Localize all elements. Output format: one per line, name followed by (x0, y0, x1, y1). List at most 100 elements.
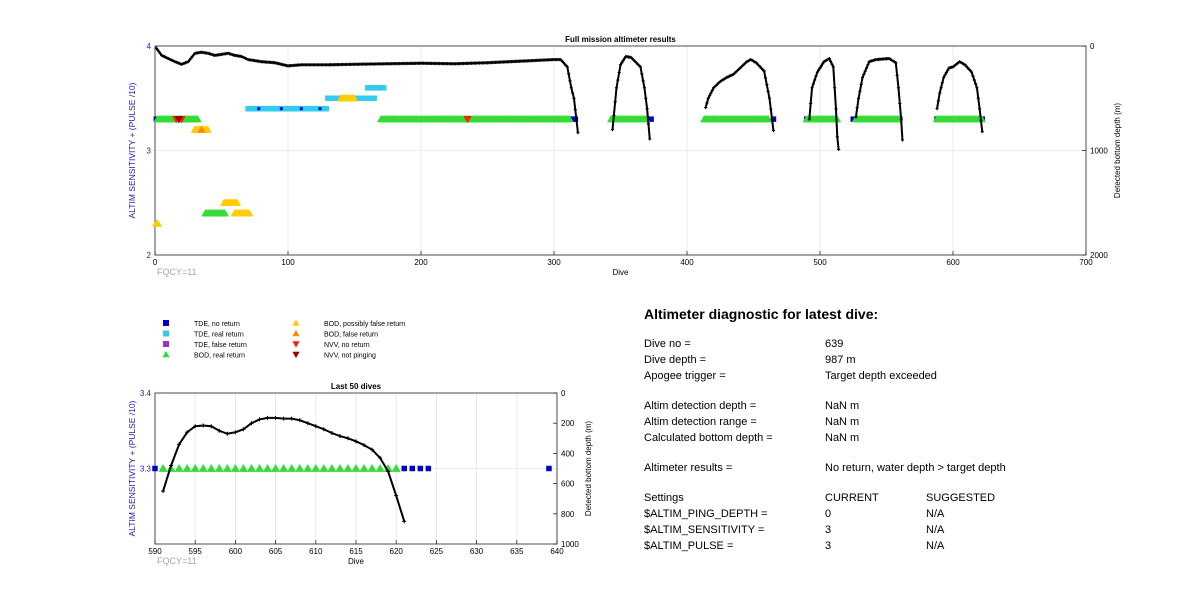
altim-marker (327, 464, 337, 472)
bottom-depth-point (807, 117, 811, 121)
bottom-depth-point (767, 96, 772, 100)
bottom-depth-point (898, 101, 902, 106)
x-axis-label: Dive (348, 557, 365, 566)
altim-marker (203, 125, 212, 133)
setting-name: $ALTIM_PULSE = (644, 540, 734, 552)
setting-current: 3 (825, 540, 832, 552)
bottom-depth-point (193, 424, 198, 429)
x-tick-label: 610 (309, 547, 323, 556)
dive-no-value: 639 (825, 338, 844, 350)
bottom-depth-point (305, 421, 310, 426)
altim-marker (546, 465, 552, 472)
bottom-depth-point (157, 50, 161, 54)
altim-marker (190, 464, 200, 472)
legend-label: NVV, not pinging (324, 353, 376, 360)
detection-depth-value: NaN m (825, 400, 860, 412)
bottom-depth-point (638, 65, 643, 69)
x-tick-label: 595 (189, 547, 203, 556)
bottom-depth-point (644, 96, 648, 100)
bottom-depth-point (859, 82, 863, 86)
altim-marker (371, 95, 377, 101)
x-tick-label: 630 (470, 547, 484, 556)
y2-tick-label: 1000 (561, 540, 579, 549)
bottom-depth-point (944, 71, 948, 75)
detection-range-label: Altim detection range = (644, 416, 757, 428)
bottom-depth-point (642, 86, 647, 90)
bottom-depth-point (862, 72, 866, 76)
altim-marker (425, 465, 432, 472)
x-tick-label: 625 (430, 547, 444, 556)
bottom-depth-line (704, 58, 775, 131)
bottom-depth-point (710, 88, 714, 93)
bottom-depth-point (810, 86, 814, 90)
dive-depth-value: 987 m (825, 354, 856, 366)
chart-title: Full mission altimeter results (565, 35, 676, 44)
bottom-depth-point (833, 86, 837, 90)
bottom-depth-point (895, 73, 899, 77)
altim-marker (295, 464, 305, 472)
bottom-depth-point (378, 455, 383, 460)
bottom-depth-point (978, 107, 982, 111)
y2-tick-label: 0 (561, 389, 566, 398)
bottom-depth-point (612, 114, 616, 118)
bottom-depth-point (575, 119, 579, 123)
bottom-depth-point (616, 78, 620, 82)
bottom-depth-point (860, 75, 865, 79)
bottom-depth-point (402, 519, 407, 524)
altim-marker (401, 465, 407, 472)
legend-label: BOD, possibly false return (324, 321, 405, 328)
bottom-depth-point (706, 96, 710, 100)
bottom-depth-point (831, 65, 835, 69)
x-tick-label: 100 (281, 258, 295, 267)
diagnostic-title: Altimeter diagnostic for latest dive: (644, 306, 879, 322)
bottom-depth-point (233, 430, 238, 435)
bottom-depth-point (201, 423, 206, 428)
bottom-depth-point (614, 86, 619, 90)
legend-marker (162, 350, 170, 358)
bottom-depth-point (938, 91, 942, 95)
altim-marker (232, 198, 242, 206)
altimeter-diagnostic-panel: Altimeter diagnostic for latest dive: Di… (644, 306, 1164, 554)
setting-name: $ALTIM_PING_DEPTH = (644, 508, 768, 520)
y2-tick-label: 0 (1090, 42, 1095, 51)
bottom-depth-point (370, 447, 375, 452)
bottom-depth-point (249, 421, 254, 426)
bottom-depth-point (565, 65, 569, 69)
bottom-depth-point (900, 138, 905, 142)
setting-suggested: N/A (926, 524, 945, 536)
x-tick-label: 640 (550, 547, 564, 556)
y-tick-label: 3.4 (140, 389, 152, 398)
bottom-depth-point (939, 86, 943, 90)
bottom-depth-point (225, 431, 230, 436)
bottom-depth-point (154, 46, 158, 50)
bottom-depth-point (809, 101, 813, 106)
fqcy-note: FQCY=11 (157, 556, 197, 566)
altim-marker (763, 114, 773, 123)
altim-marker (152, 465, 158, 472)
bottom-depth-point (386, 469, 391, 474)
bottom-depth-point (618, 63, 623, 67)
y-tick-label: 3 (147, 147, 152, 156)
bottom-depth-point (835, 135, 839, 139)
altim-marker (246, 464, 256, 472)
altim-marker (153, 219, 163, 227)
bottom-depth-point (705, 101, 709, 105)
altim-marker (174, 464, 184, 472)
bottom-depth-point (329, 431, 334, 436)
x-axis-label: Dive (612, 268, 629, 277)
bottom-depth-point (976, 96, 980, 100)
bottom-depth-point (610, 128, 615, 132)
setting-current: 3 (825, 524, 832, 536)
setting-suggested: N/A (926, 508, 945, 520)
bottom-depth-point (766, 89, 770, 94)
legend-label: NVV, no return (324, 342, 370, 349)
altim-marker (198, 464, 208, 472)
altim-marker (409, 465, 416, 472)
bottom-depth-point (946, 68, 950, 72)
bottom-depth-point (762, 69, 766, 73)
altimeter-results-value: No return, water depth > target depth (825, 462, 1006, 474)
legend-label: BOD, false return (324, 332, 378, 339)
bottom-depth-point (617, 70, 621, 75)
altimeter-results-label: Altimeter results = (644, 462, 733, 474)
y-tick-label: 4 (147, 42, 152, 51)
